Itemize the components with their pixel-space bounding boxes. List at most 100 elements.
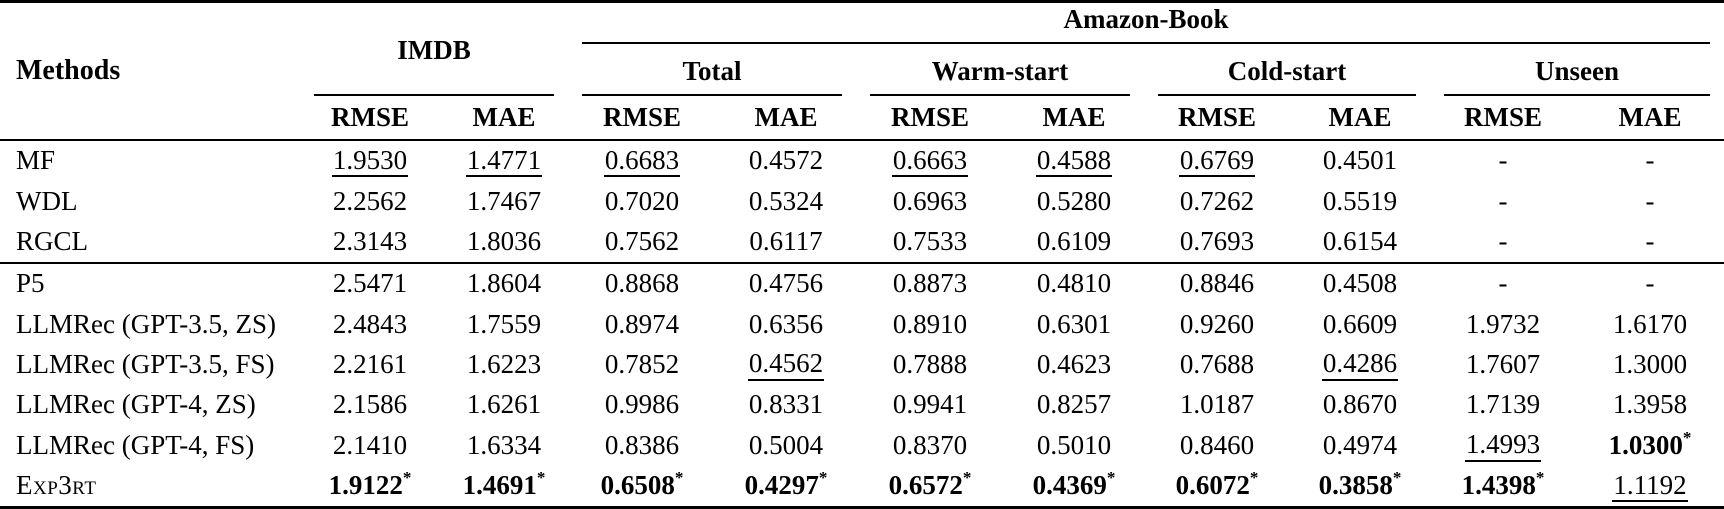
- metric-cell: 0.7688: [1144, 344, 1290, 384]
- significance-star: *: [1682, 427, 1692, 447]
- significance-star: *: [1249, 468, 1259, 488]
- metric-cell: -: [1430, 221, 1576, 262]
- metric-cell: 0.7852: [568, 344, 716, 384]
- metric-cell: 1.4398*: [1430, 466, 1576, 508]
- metric-cell: 1.8604: [440, 261, 568, 305]
- dataset-header-amazon-book: Amazon-Book: [568, 2, 1724, 44]
- metric-header-total-mae: MAE: [716, 95, 856, 141]
- metric-cell: 0.5280: [1004, 181, 1144, 221]
- metric-cell: 1.7559: [440, 304, 568, 344]
- metric-value: 1.4771: [465, 145, 543, 177]
- significance-star: *: [1106, 468, 1116, 488]
- metric-value: 0.5519: [1322, 185, 1398, 216]
- metric-value: 0.9941: [892, 389, 968, 420]
- metric-cell: 0.5519: [1290, 181, 1430, 221]
- metric-cell: 0.6508*: [568, 466, 716, 508]
- metric-cell: -: [1576, 261, 1724, 305]
- metric-value: 1.8604: [466, 268, 542, 299]
- metric-cell: 0.4369*: [1004, 466, 1144, 508]
- metric-cell: 0.9941: [856, 385, 1004, 425]
- metric-cell: 0.4588: [1004, 140, 1144, 181]
- metric-cell: 0.6072*: [1144, 466, 1290, 508]
- metric-cell: 0.4756: [716, 261, 856, 305]
- metric-header-warm-mae: MAE: [1004, 95, 1144, 141]
- significance-star: *: [402, 468, 412, 488]
- metric-header-unseen-rmse: RMSE: [1430, 95, 1576, 141]
- metric-cell: -: [1430, 140, 1576, 181]
- imdb-underline-group: IMDB: [314, 7, 554, 96]
- metric-header-imdb-mae: MAE: [440, 95, 568, 141]
- significance-star: *: [674, 468, 684, 488]
- method-name: LLMRec (GPT-3.5, FS): [16, 349, 275, 380]
- metric-value: 0.8974: [604, 308, 680, 339]
- metric-cell: -: [1576, 221, 1724, 262]
- significance-star: *: [818, 468, 828, 488]
- amazon-book-label: Amazon-Book: [1063, 3, 1229, 34]
- metric-value: 0.7888: [892, 349, 968, 380]
- metric-value: 0.4974: [1322, 429, 1398, 460]
- metric-value: 1.7139: [1465, 389, 1541, 420]
- metric-cell: 1.3958: [1576, 385, 1724, 425]
- metric-value: -: [1645, 268, 1655, 299]
- metric-value: 0.4501: [1322, 145, 1398, 176]
- metric-header-cold-rmse: RMSE: [1144, 95, 1290, 141]
- metric-cell: 1.4771: [440, 140, 568, 181]
- metric-value: -: [1645, 145, 1655, 176]
- metric-value: 1.6261: [466, 389, 542, 420]
- metric-value: -: [1498, 225, 1508, 256]
- metric-value: 1.7607: [1465, 349, 1541, 380]
- metric-cell: 1.3000: [1576, 344, 1724, 384]
- metric-cell: -: [1430, 261, 1576, 305]
- metric-cell: 0.4501: [1290, 140, 1430, 181]
- metric-cell: 1.6261: [440, 385, 568, 425]
- method-name: Exp3rt: [16, 470, 97, 501]
- metric-value: 1.4691: [462, 470, 537, 501]
- metric-cell: 0.7693: [1144, 221, 1290, 262]
- metric-value: 0.4572: [748, 145, 824, 176]
- header-row-groups: Total Warm-start Cold-start Unseen: [0, 44, 1724, 96]
- metric-cell: 1.7607: [1430, 344, 1576, 384]
- metric-cell: 1.7467: [440, 181, 568, 221]
- metric-value: 0.6117: [749, 225, 823, 256]
- header-row-metrics: RMSE MAE RMSE MAE RMSE MAE RMSE MAE RMSE…: [0, 95, 1724, 141]
- metric-cell: 0.6117: [716, 221, 856, 262]
- group-label-total: Total: [682, 55, 742, 86]
- metric-value: 2.1410: [332, 429, 408, 460]
- metric-cell: 2.1586: [300, 385, 440, 425]
- metric-value: 0.9260: [1179, 308, 1255, 339]
- metric-value: -: [1498, 268, 1508, 299]
- metric-value: 0.5004: [748, 429, 824, 460]
- table-row: LLMRec (GPT-3.5, ZS) 2.4843 1.7559 0.8974 0.…: [0, 304, 1724, 344]
- metric-cell: 1.9732: [1430, 304, 1576, 344]
- metric-cell: 0.3858*: [1290, 466, 1430, 508]
- dataset-header-imdb: IMDB: [300, 2, 568, 96]
- metric-cell: 0.6683: [568, 140, 716, 181]
- metric-cell: 0.4508: [1290, 261, 1430, 305]
- metric-value: 0.6356: [748, 308, 824, 339]
- metric-value: 2.1586: [332, 389, 408, 420]
- metric-cell: 2.1410: [300, 425, 440, 465]
- methods-column-header: Methods: [0, 1, 300, 141]
- significance-star: *: [1392, 468, 1402, 488]
- metric-cell: 0.9260: [1144, 304, 1290, 344]
- metric-value: 0.4297: [744, 470, 819, 501]
- metric-value: 0.6109: [1036, 225, 1112, 256]
- metric-cell: 0.4623: [1004, 344, 1144, 384]
- metric-cell: 1.4691*: [440, 466, 568, 508]
- metric-header-imdb-rmse: RMSE: [300, 95, 440, 141]
- amazon-book-underline-group: Amazon-Book: [582, 3, 1711, 44]
- metric-value: 0.6683: [603, 145, 681, 177]
- metric-value: 1.9530: [331, 145, 409, 177]
- metric-cell: 0.8331: [716, 385, 856, 425]
- imdb-label: IMDB: [397, 34, 471, 65]
- metric-value: 0.8386: [604, 429, 680, 460]
- metric-cell: 0.6963: [856, 181, 1004, 221]
- metric-cell: 2.4843: [300, 304, 440, 344]
- metric-value: 0.8257: [1036, 389, 1112, 420]
- metric-cell: 0.6609: [1290, 304, 1430, 344]
- metric-cell: 0.7020: [568, 181, 716, 221]
- metric-cell: 2.3143: [300, 221, 440, 262]
- metric-value: 1.0187: [1179, 389, 1255, 420]
- metric-value: 1.6334: [466, 429, 542, 460]
